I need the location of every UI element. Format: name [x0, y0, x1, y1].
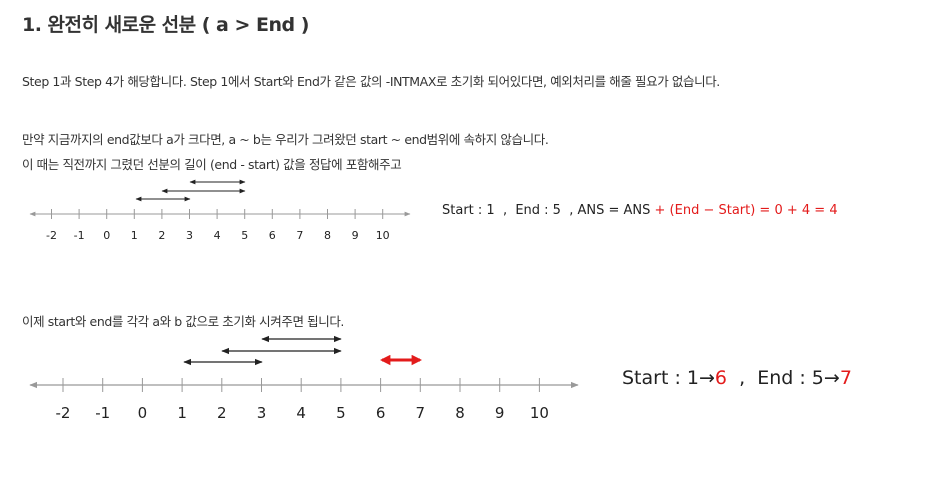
equation-highlight: + (End − Start) = 0 + 4 = 4	[654, 203, 838, 218]
tick-label: 9	[352, 229, 359, 242]
paragraph-reinit: 이제 start와 end를 각각 a와 b 값으로 초기화 시켜주면 됩니다.	[22, 314, 344, 329]
separator: ,	[727, 367, 758, 389]
tick-label: 5	[336, 404, 346, 422]
paragraph-condition: 만약 지금까지의 end값보다 a가 크다면, a ~ b는 우리가 그려왔던 …	[22, 132, 549, 147]
tick-label: -1	[74, 229, 85, 242]
tick-label: 2	[217, 404, 227, 422]
tick-label: -1	[95, 404, 110, 422]
tick-label: 8	[324, 229, 331, 242]
end-label: End : 5→	[757, 367, 840, 389]
tick-label: 1	[131, 229, 138, 242]
tick-label: 3	[186, 229, 193, 242]
equation-figure-2: Start : 1→6 , End : 5→7	[622, 367, 852, 389]
tick-label: 4	[214, 229, 221, 242]
tick-label: 5	[241, 229, 248, 242]
equation-text: Start : 1 , End : 5 , ANS = ANS	[442, 203, 655, 218]
paragraph-step-info: Step 1과 Step 4가 해당합니다. Step 1에서 Start와 E…	[22, 74, 720, 89]
tick-label: 0	[103, 229, 110, 242]
end-new-value: 7	[839, 367, 852, 389]
paragraph-answer-add: 이 때는 직전까지 그렸던 선분의 길이 (end - start) 값을 정답…	[22, 157, 402, 172]
section-heading: 1. 완전히 새로운 선분 ( a > End )	[22, 14, 309, 36]
tick-label: 1	[177, 404, 187, 422]
tick-label: 6	[376, 404, 386, 422]
tick-label: -2	[56, 404, 71, 422]
tick-label: 7	[296, 229, 303, 242]
tick-label: 4	[296, 404, 306, 422]
tick-label: 7	[416, 404, 426, 422]
tick-label: 0	[138, 404, 148, 422]
tick-label: 8	[455, 404, 465, 422]
start-new-value: 6	[714, 367, 727, 389]
tick-label: 2	[158, 229, 165, 242]
tick-label: 6	[269, 229, 276, 242]
tick-label: 3	[257, 404, 267, 422]
tick-label: -2	[46, 229, 57, 242]
tick-label: 10	[530, 404, 549, 422]
start-label: Start : 1→	[622, 367, 715, 389]
tick-label: 10	[376, 229, 390, 242]
equation-figure-1: Start : 1 , End : 5 , ANS = ANS + (End −…	[442, 203, 838, 218]
tick-label: 9	[495, 404, 505, 422]
